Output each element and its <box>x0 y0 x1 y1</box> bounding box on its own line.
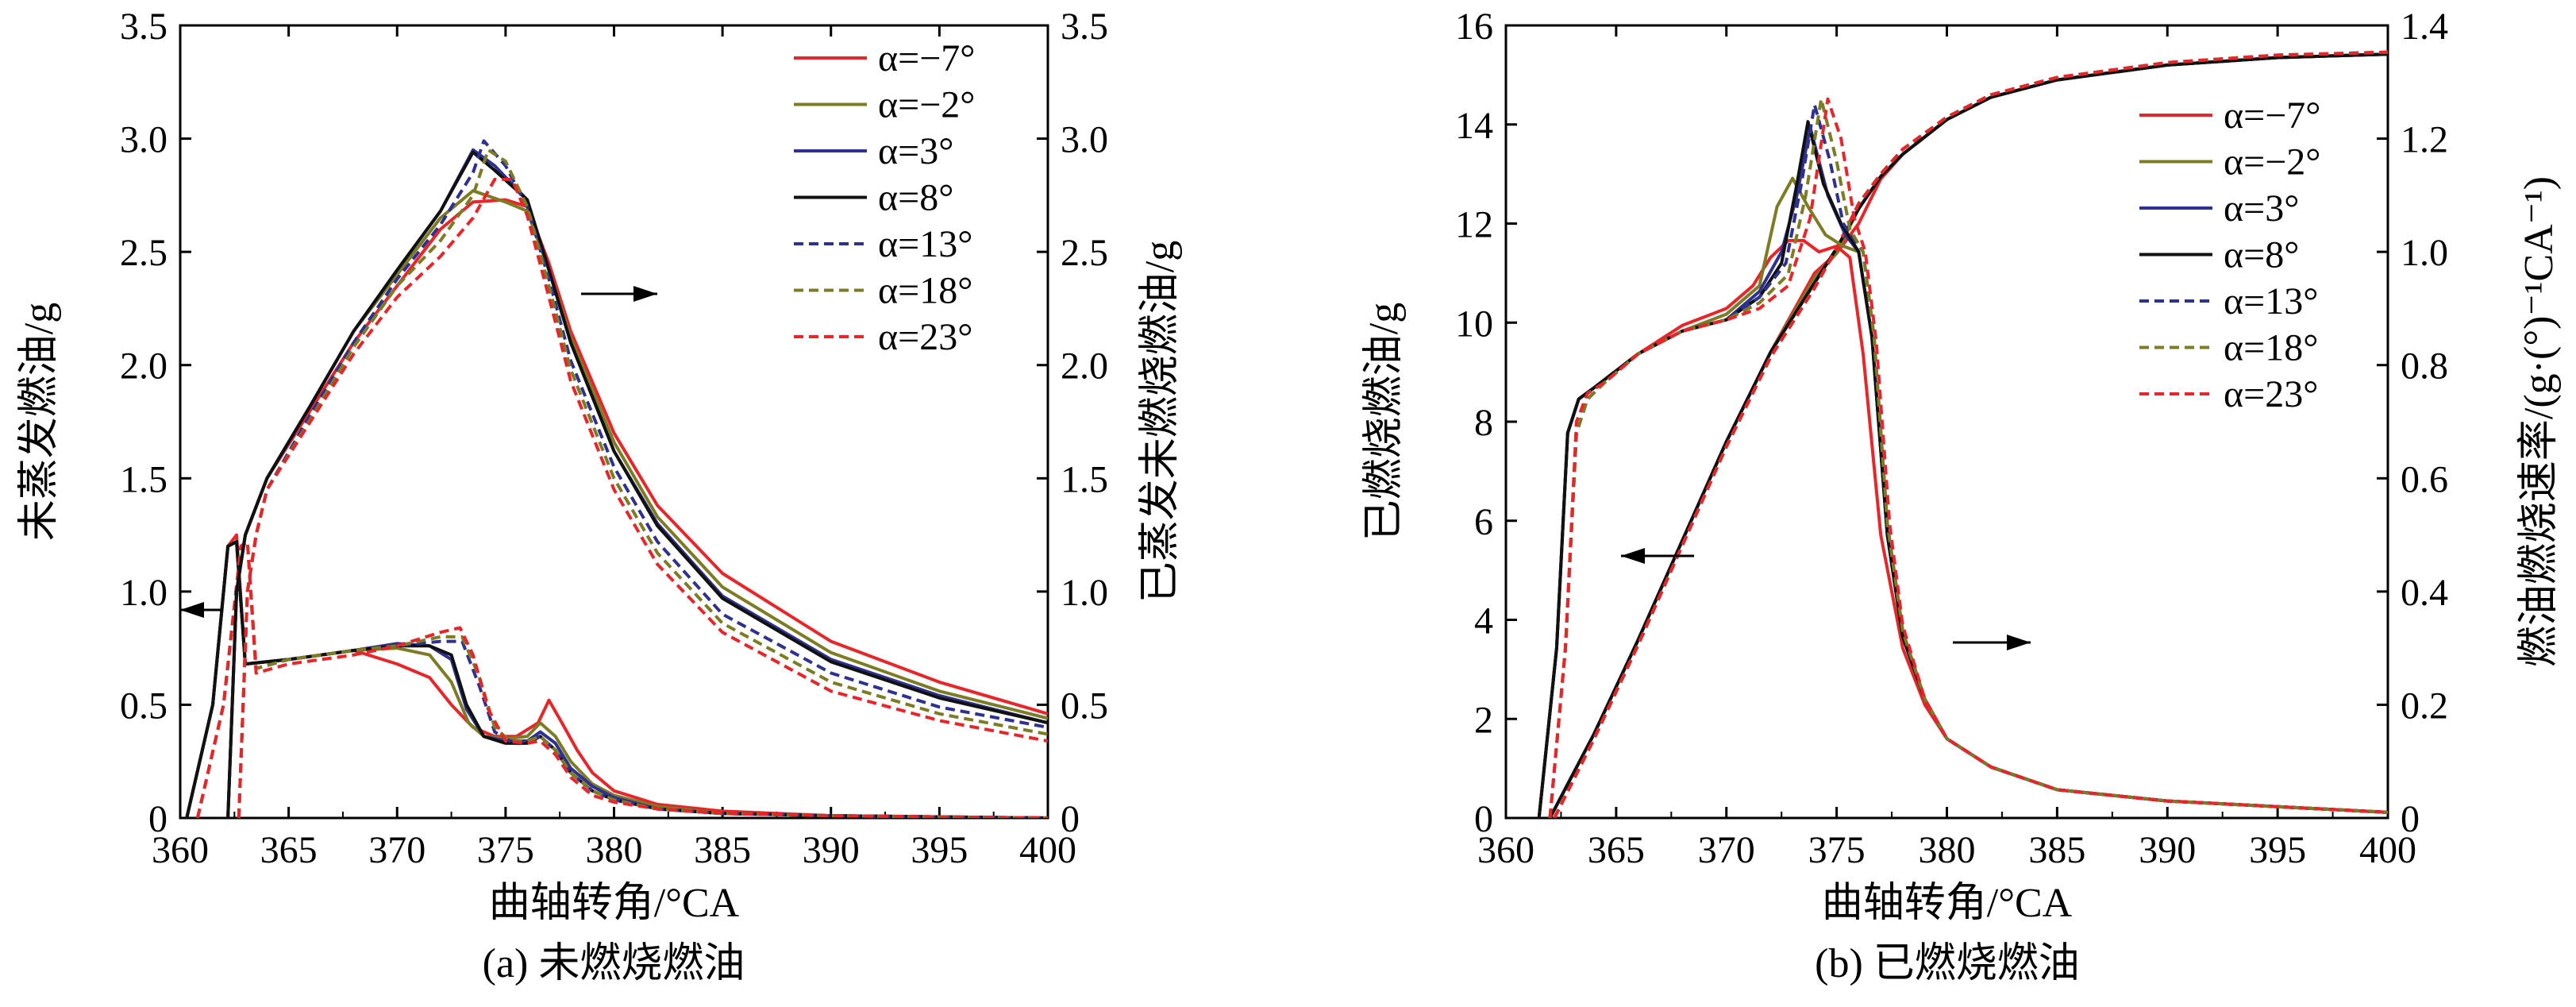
series-line-left-a_m2 <box>185 540 1048 818</box>
y-tick-label-right: 1.0 <box>2401 232 2448 274</box>
legend-label: α=−2° <box>878 84 975 126</box>
arrow-right-icon-head <box>2007 635 2031 650</box>
y-tick-label-right: 0 <box>2401 798 2420 840</box>
x-tick-label: 390 <box>803 829 860 871</box>
y-tick-label-left: 1.0 <box>120 572 167 614</box>
y-tick-label-left: 0 <box>1474 798 1493 840</box>
y-tick-label-right: 1.5 <box>1061 458 1108 500</box>
series-line-left-a_23 <box>195 540 1048 818</box>
y-tick-label-left: 0.5 <box>120 685 167 727</box>
x-tick-label: 390 <box>2139 829 2196 871</box>
y-tick-label-left: 2.0 <box>120 345 167 388</box>
x-tick-label: 395 <box>911 829 968 871</box>
y-tick-label-left: 4 <box>1474 600 1493 642</box>
legend-label: α=−7° <box>878 37 975 79</box>
y-tick-label-right: 1.2 <box>2401 119 2448 161</box>
y-tick-label-left: 3.5 <box>120 6 167 48</box>
legend-label: α=13° <box>878 223 972 265</box>
y-tick-label-left: 2.5 <box>120 232 167 274</box>
chart-caption: (b) 已燃烧燃油 <box>1815 941 2080 986</box>
chart-caption: (a) 未燃烧燃油 <box>483 941 745 986</box>
x-tick-label: 380 <box>1919 829 1976 871</box>
legend-label: α=8° <box>2224 234 2299 276</box>
y-tick-label-right: 2.5 <box>1061 232 1108 274</box>
x-tick-label: 365 <box>260 829 318 871</box>
y-tick-label-right: 0 <box>1061 798 1080 840</box>
y-tick-label-right: 1.4 <box>2401 6 2448 48</box>
x-tick-label: 370 <box>1698 829 1755 871</box>
y-axis-label-right: 已蒸发未燃烧燃油/g <box>1138 241 1183 603</box>
arrow-right-icon-head <box>633 286 657 302</box>
series-line-right-a_23 <box>237 177 1048 818</box>
chart-panel-b: 360 365 370 375 380 385 390 395 4000246810121416… <box>1361 6 2562 986</box>
x-tick-label: 385 <box>694 829 751 871</box>
series-group <box>1537 50 2388 818</box>
series-group <box>185 139 1048 818</box>
series-line-left-a_23 <box>1553 50 2388 818</box>
x-tick-label: 400 <box>1019 829 1076 871</box>
y-tick-label-left: 14 <box>1455 105 1493 147</box>
y-tick-label-left: 1.5 <box>120 458 167 500</box>
y-axis-label-right: 燃油燃烧速率/(g·(°)⁻¹CA⁻¹) <box>2516 176 2562 667</box>
x-tick-label: 360 <box>152 829 209 871</box>
legend: α=−7°α=−2°α=3°α=8°α=13° α=18°α=23° <box>2139 95 2320 415</box>
arrow-left-icon-head <box>180 602 204 618</box>
y-tick-label-left: 2 <box>1474 699 1493 741</box>
arrow-left-icon-head <box>1621 548 1645 564</box>
series-line-left-a_8 <box>185 540 1048 818</box>
x-axis-label: 曲轴转角/°CA <box>489 881 740 926</box>
legend-label: α=8° <box>878 177 953 219</box>
x-tick-label: 385 <box>2028 829 2085 871</box>
legend-label: α=3° <box>878 130 953 172</box>
series-line-right-a_18 <box>237 148 1048 818</box>
y-tick-label-right: 0.8 <box>2401 345 2448 388</box>
x-tick-label: 375 <box>1808 829 1866 871</box>
legend-label: α=−2° <box>2224 141 2320 183</box>
y-tick-label-right: 1.0 <box>1061 572 1108 614</box>
x-tick-label: 375 <box>477 829 534 871</box>
legend-label: α=13° <box>2224 280 2318 322</box>
x-tick-label: 395 <box>2249 829 2306 871</box>
x-tick-label: 365 <box>1588 829 1645 871</box>
series-line-right-a_23 <box>1548 97 2388 818</box>
y-tick-label-left: 6 <box>1474 501 1493 543</box>
y-tick-label-left: 8 <box>1474 402 1493 444</box>
x-tick-label: 380 <box>586 829 643 871</box>
y-tick-label-left: 12 <box>1455 204 1493 246</box>
y-tick-label-right: 0.5 <box>1061 685 1108 727</box>
x-tick-label: 360 <box>1477 829 1534 871</box>
y-axis-label-left: 已燃烧燃油/g <box>1361 303 1407 541</box>
legend-label: α=18° <box>2224 327 2318 369</box>
legend-label: α=18° <box>878 270 972 312</box>
y-tick-label-left: 3.0 <box>120 119 167 161</box>
series-line-left-a_18 <box>195 540 1048 818</box>
y-tick-label-right: 3.0 <box>1061 119 1108 161</box>
x-tick-label: 400 <box>2359 829 2416 871</box>
y-tick-label-left: 10 <box>1455 303 1493 345</box>
y-tick-label-right: 2.0 <box>1061 345 1108 388</box>
y-tick-label-left: 0 <box>148 798 167 840</box>
chart-panel-a: 360 365 370 375 380 385 390 395 40000.51.01.52.0… <box>17 6 1183 986</box>
series-line-left-a_m7 <box>185 533 1048 818</box>
series-line-right-a_3 <box>1537 125 2388 818</box>
y-tick-label-right: 0.2 <box>2401 685 2448 727</box>
x-tick-label: 370 <box>368 829 425 871</box>
y-tick-label-right: 0.6 <box>2401 458 2448 500</box>
y-tick-label-right: 0.4 <box>2401 572 2448 614</box>
legend-label: α=−7° <box>2224 95 2320 137</box>
legend-label: α=3° <box>2224 187 2299 230</box>
y-tick-label-right: 3.5 <box>1061 6 1108 48</box>
legend-label: α=23° <box>878 316 972 358</box>
series-line-left-a_8 <box>1548 52 2388 818</box>
x-axis-label: 曲轴转角/°CA <box>1822 881 2073 926</box>
series-line-right-a_18 <box>1548 97 2388 818</box>
series-line-left-a_13 <box>195 540 1048 818</box>
series-line-left-a_3 <box>185 540 1048 818</box>
legend-label: α=23° <box>2224 373 2318 415</box>
y-tick-label-left: 16 <box>1455 6 1493 48</box>
legend: α=−7° α=−2°α=3° α=8°α=13° α=18°α=23° <box>794 37 975 358</box>
y-axis-label-left: 未蒸发燃油/g <box>17 303 62 541</box>
series-line-right-a_8 <box>226 150 1048 818</box>
